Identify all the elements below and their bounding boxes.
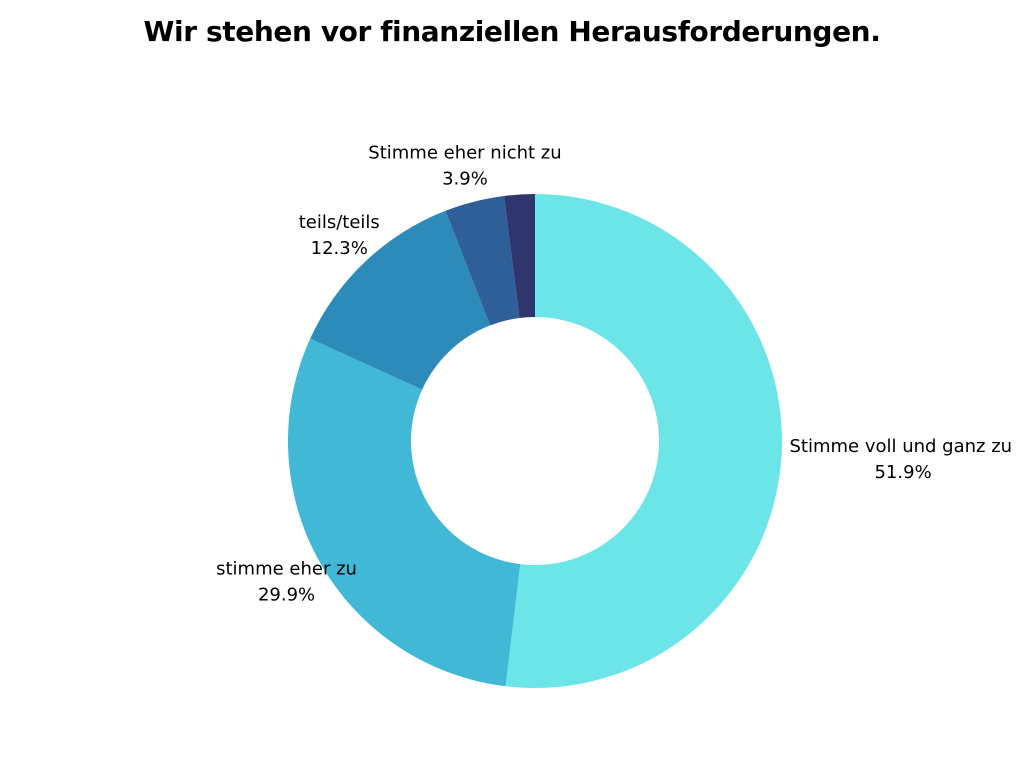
slice-label: stimme eher zu 29.9% — [216, 559, 357, 606]
donut-slice — [505, 193, 783, 689]
slice-label: Stimme voll und ganz zu 51.9% — [789, 436, 1012, 483]
donut-slices — [287, 193, 783, 689]
slice-label-value: 3.9% — [442, 169, 488, 190]
slice-label: Stimme eher nicht zu 3.9% — [368, 143, 561, 190]
slice-label-value: 12.3% — [311, 238, 368, 259]
slice-label-name: teils/teils — [299, 212, 380, 233]
donut-slice — [504, 194, 535, 318]
chart-title: Wir stehen vor finanziellen Herausforder… — [143, 15, 881, 48]
donut-slice — [445, 195, 520, 326]
slice-label: teils/teils 12.3% — [299, 212, 380, 259]
slice-labels: Stimme voll und ganz zu 51.9% stimme eher … — [216, 143, 1012, 606]
slice-label-name: Stimme voll und ganz zu — [789, 436, 1012, 457]
slice-label-name: stimme eher zu — [216, 559, 357, 580]
donut-slice — [310, 210, 491, 390]
slice-label-name: Stimme eher nicht zu — [368, 143, 561, 164]
donut-slice — [287, 338, 521, 687]
slice-label-value: 51.9% — [874, 462, 931, 483]
slice-label-value: 29.9% — [258, 585, 315, 606]
